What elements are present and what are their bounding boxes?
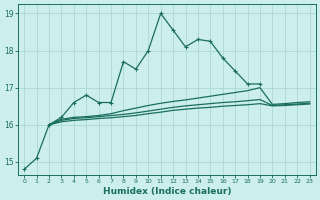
X-axis label: Humidex (Indice chaleur): Humidex (Indice chaleur)	[103, 187, 231, 196]
